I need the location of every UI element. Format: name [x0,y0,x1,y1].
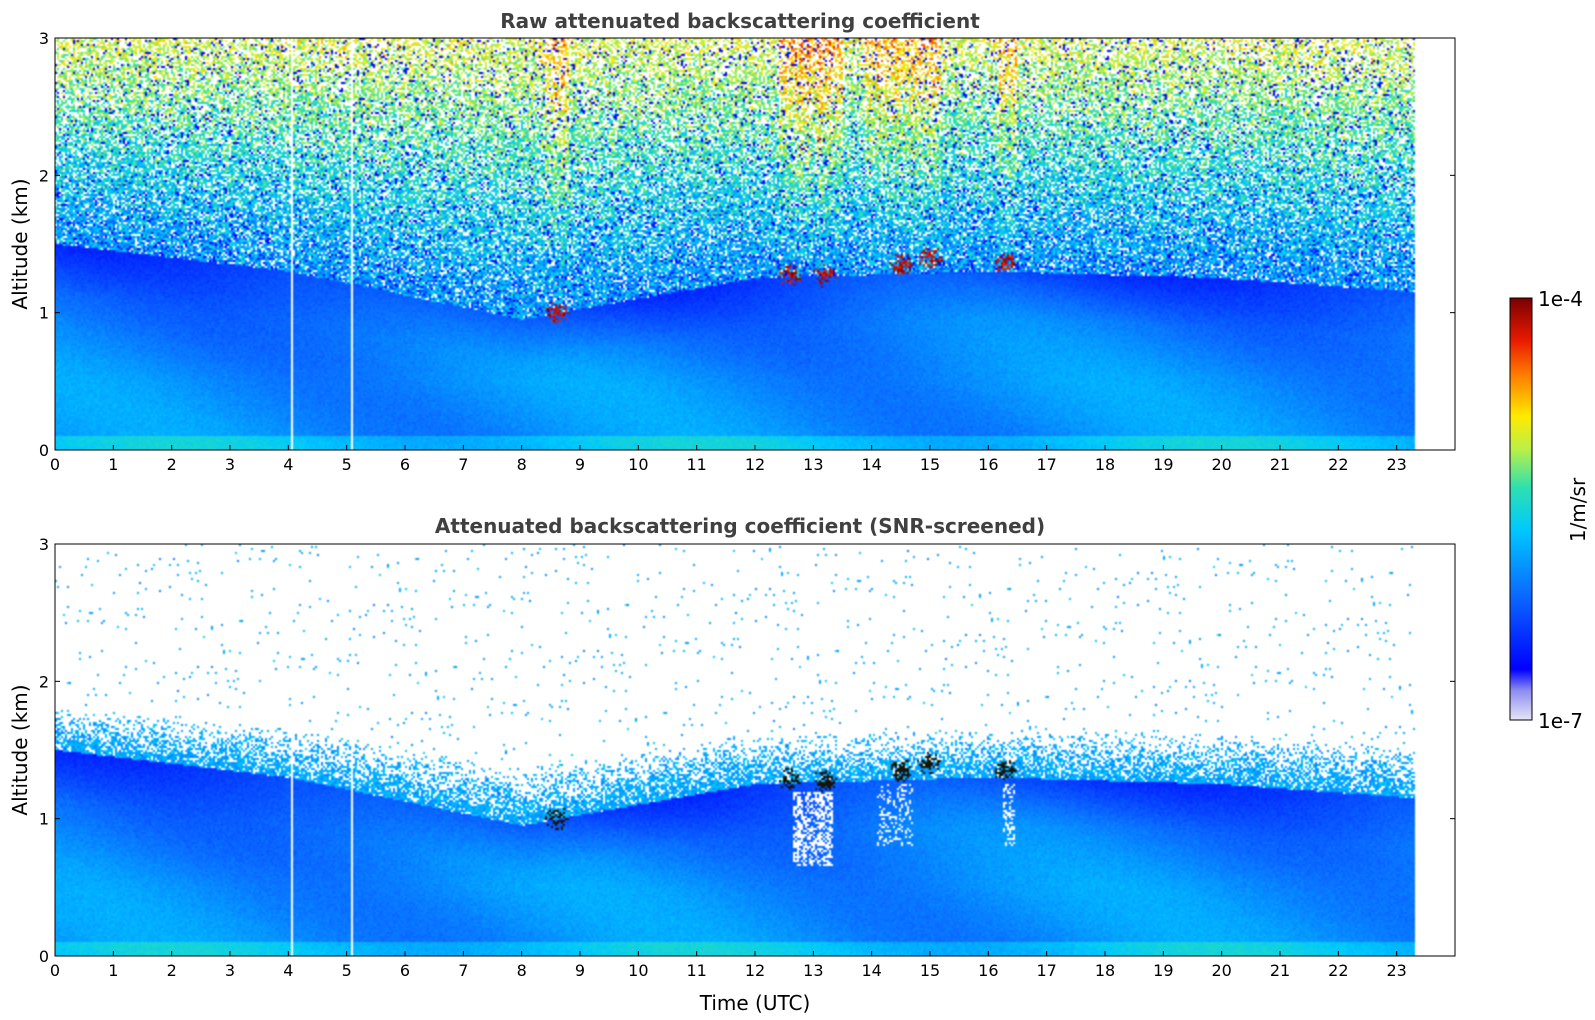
x-tick-label: 23 [1386,455,1406,474]
x-tick-label: 13 [803,455,823,474]
x-tick-label: 21 [1270,455,1290,474]
x-tick-label: 16 [978,455,998,474]
x-tick-label: 17 [1036,455,1056,474]
x-tick-label: 23 [1386,961,1406,980]
x-tick-label: 21 [1270,961,1290,980]
x-tick-label: 15 [920,455,940,474]
x-tick-label: 4 [283,455,293,474]
panel-raw-ylabel: Altitude (km) [8,178,32,309]
y-tick-label: 2 [39,672,49,691]
x-tick-label: 18 [1095,961,1115,980]
x-tick-label: 1 [108,961,118,980]
x-tick-label: 14 [861,455,881,474]
y-tick-label: 1 [39,304,49,323]
x-tick-label: 18 [1095,455,1115,474]
panel-screened-xlabel: Time (UTC) [699,991,811,1015]
x-tick-label: 19 [1153,455,1173,474]
panel-raw: Raw attenuated backscattering coefficien… [8,9,1456,474]
y-tick-label: 3 [39,29,49,48]
x-tick-label: 3 [225,455,235,474]
panel-raw-x-ticks: 0 1 2 3 4 5 6 7 8 9 10 11 12 13 14 15 16 17 18 19 20 21 22 23 [50,445,1407,474]
x-tick-label: 8 [517,455,527,474]
x-tick-label: 16 [978,961,998,980]
colorbar-min-label: 1e-7 [1538,709,1583,733]
x-tick-label: 15 [920,961,940,980]
panel-screened-x-ticks: 0 1 2 3 4 5 6 7 8 9 10 11 12 13 14 15 16 17 18 19 20 21 22 23 [50,951,1407,980]
colorbar-max-label: 1e-4 [1538,287,1583,311]
x-tick-label: 2 [167,455,177,474]
x-tick-label: 3 [225,961,235,980]
x-tick-label: 20 [1211,455,1231,474]
x-tick-label: 7 [458,455,468,474]
x-tick-label: 6 [400,961,410,980]
x-tick-label: 13 [803,961,823,980]
x-tick-label: 7 [458,961,468,980]
panel-screened-ylabel: Altitude (km) [8,684,32,815]
x-tick-label: 22 [1328,455,1348,474]
panel-screened-title: Attenuated backscattering coefficient (S… [435,514,1045,538]
x-tick-label: 9 [575,455,585,474]
x-tick-label: 8 [517,961,527,980]
y-tick-label: 1 [39,810,49,829]
x-tick-label: 22 [1328,961,1348,980]
panel-screened: Attenuated backscattering coefficient (S… [8,514,1456,1015]
x-tick-label: 19 [1153,961,1173,980]
y-tick-label: 2 [39,166,49,185]
panel-raw-title: Raw attenuated backscattering coefficien… [500,9,980,33]
x-tick-label: 14 [861,961,881,980]
colorbar-gradient [1509,297,1533,721]
y-tick-label: 0 [39,947,49,966]
x-tick-label: 10 [628,961,648,980]
x-tick-label: 5 [342,961,352,980]
x-tick-label: 4 [283,961,293,980]
x-tick-label: 0 [50,455,60,474]
colorbar: 1e-4 1e-7 1/m/sr [1509,287,1590,733]
x-tick-label: 1 [108,455,118,474]
x-tick-label: 0 [50,961,60,980]
x-tick-label: 9 [575,961,585,980]
y-tick-label: 0 [39,441,49,460]
x-tick-label: 11 [686,455,706,474]
x-tick-label: 11 [686,961,706,980]
panel-raw-y-ticks: 0 1 2 3 [39,29,1455,460]
panel-screened-y-ticks: 0 1 2 3 [39,535,1455,966]
x-tick-label: 12 [745,455,765,474]
x-tick-label: 17 [1036,961,1056,980]
panel-screened-heatmap [55,544,1455,956]
x-tick-label: 6 [400,455,410,474]
y-tick-label: 3 [39,535,49,554]
x-tick-label: 20 [1211,961,1231,980]
colorbar-unit-label: 1/m/sr [1566,477,1590,542]
x-tick-label: 12 [745,961,765,980]
x-tick-label: 5 [342,455,352,474]
x-tick-label: 2 [167,961,177,980]
panel-raw-heatmap [55,38,1455,450]
x-tick-label: 10 [628,455,648,474]
